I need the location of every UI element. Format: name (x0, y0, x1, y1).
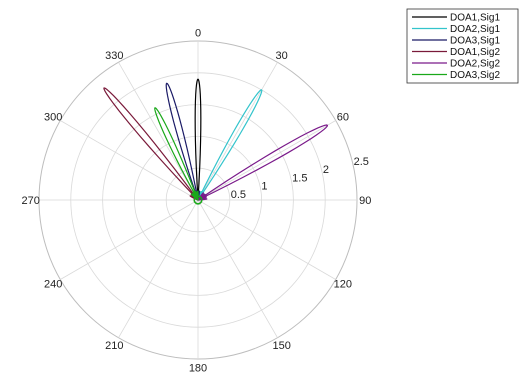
theta-tick-label: 180 (189, 362, 207, 374)
grid-spoke (197, 120, 336, 201)
r-tick-label: 1.5 (292, 172, 307, 184)
r-tick-label: 2 (323, 164, 329, 176)
series-line (197, 124, 329, 201)
legend: DOA1,Sig1DOA2,Sig1DOA3,Sig1DOA1,Sig2DOA2… (406, 8, 519, 84)
grid-spoke (60, 199, 199, 280)
theta-tick-label: 90 (359, 195, 371, 207)
r-tick-label: 1 (261, 181, 267, 193)
legend-entry: DOA2,Sig1 (450, 24, 500, 35)
r-tick-label: 2.5 (354, 156, 369, 168)
grid-spoke (60, 120, 199, 201)
grid-spoke (197, 199, 336, 280)
theta-tick-label: 120 (334, 279, 352, 291)
series-group (103, 78, 329, 205)
theta-tick-label: 30 (276, 50, 288, 62)
theta-tick-label: 150 (272, 340, 290, 352)
theta-tick-label: 330 (105, 50, 123, 62)
legend-entry: DOA3,Sig2 (450, 70, 500, 81)
legend-entry: DOA2,Sig2 (450, 59, 500, 70)
grid-spoke (197, 62, 278, 201)
r-tick-label: 0.5 (231, 189, 246, 201)
theta-tick-label: 60 (337, 111, 349, 123)
theta-tick-label: 270 (22, 195, 40, 207)
legend-entry: DOA1,Sig1 (450, 13, 500, 24)
grid-spoke (118, 199, 199, 338)
theta-tick-label: 210 (105, 340, 123, 352)
theta-tick-label: 240 (44, 279, 62, 291)
grid-spoke (197, 199, 278, 338)
legend-entry: DOA1,Sig2 (450, 47, 500, 58)
center-cluster (193, 195, 203, 205)
tick-labels: 0 30 60 90 120 150 180 210 240 270 300 330 0.5 1 1.5 2 2… (22, 28, 372, 375)
series-line (154, 107, 199, 201)
theta-tick-label: 300 (44, 111, 62, 123)
legend-box (406, 8, 519, 84)
polar-grid (38, 40, 358, 360)
grid-spoke (118, 62, 199, 201)
legend-entry: DOA3,Sig1 (450, 36, 500, 47)
theta-tick-label: 0 (195, 28, 201, 40)
series-line (103, 87, 199, 201)
